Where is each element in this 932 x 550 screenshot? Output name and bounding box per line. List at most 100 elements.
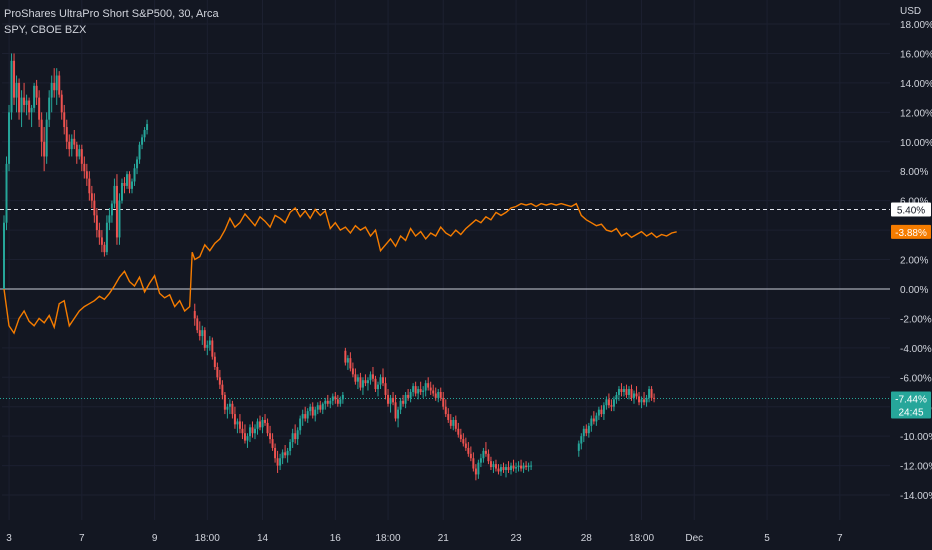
candle-body [346,358,349,363]
candle-body [83,163,86,172]
candle-body [341,394,344,400]
legend-compare-symbol[interactable]: SPY, CBOE BZX [4,24,87,36]
candle-body [502,467,505,471]
spy-line [3,202,677,335]
candle-body [75,144,78,157]
candle-body [459,434,462,440]
candle-body [309,406,312,412]
candle-body [50,82,53,98]
candle-body [653,397,656,399]
y-tick-label: -14.00% [900,491,932,502]
candle-body [442,397,445,407]
candle-body [216,366,219,378]
candle-body [444,406,447,415]
candle-body [196,318,199,331]
candle-body [597,409,600,416]
candle-body [590,418,593,426]
candle-body [412,386,415,392]
candle-body [28,100,31,113]
x-tick-label: 16 [330,533,342,544]
candle-body [25,100,28,105]
candle-body [321,403,324,410]
candle-body [78,149,81,157]
candle-body [319,405,322,410]
candle-body [238,421,241,429]
candle-body [331,396,334,401]
candle-body [203,330,206,348]
candle-body [256,421,259,429]
candle-body [236,421,239,425]
price-tags: 5.40% -3.88% -7.44% 24:45 [891,202,931,419]
candle-body [100,237,103,245]
candle-body [125,174,128,186]
candle-body [228,403,231,407]
candle-body [419,389,422,392]
candle-body [8,112,11,164]
candle-body [10,60,13,113]
candle-body [311,406,314,416]
candle-body [60,94,63,113]
candle-body [389,397,392,404]
candle-body [394,402,397,419]
candle-body [577,443,580,451]
candle-body [266,422,269,434]
x-tick-label: 7 [837,533,843,544]
chart-legend: ProShares UltraPro Short S&P500, 30, Arc… [4,6,219,38]
time-axis[interactable]: 3 7 9 18:00 14 16 18:00 21 23 28 18:00 Dec 5 7 [6,533,843,544]
candle-body [93,200,96,216]
candle-body [437,392,440,398]
candle-body [477,462,480,475]
candle-body [33,85,36,108]
candle-body [650,389,653,398]
candle-body [143,129,146,138]
candle-body [638,396,641,403]
candle-body [211,340,214,357]
candle-body [80,149,83,164]
candle-body [5,163,8,223]
candle-body [286,450,289,456]
candle-body [364,380,367,384]
y-tick-label: 8.00% [900,167,928,178]
candle-body [585,428,588,434]
x-tick-label: 28 [581,533,593,544]
candle-body [344,350,347,363]
candle-body [20,97,23,113]
candle-body [108,215,111,223]
candle-body [409,392,412,398]
candle-body [301,414,304,419]
candle-body [512,465,515,469]
candle-body [324,400,327,404]
candle-body [73,138,76,145]
candle-body [499,467,502,472]
candle-body [399,400,402,410]
candle-body [3,222,5,289]
y-tick-label: 2.00% [900,256,928,267]
candle-body [103,244,106,253]
candles-series [3,53,656,481]
candle-body [314,409,317,416]
candle-body [23,97,26,105]
candle-body [120,182,123,201]
candle-body [123,182,126,186]
candle-body [417,389,420,394]
candle-body [640,399,643,403]
candle-body [243,433,246,441]
y-tick-label: -4.00% [900,344,932,355]
candle-body [387,394,390,404]
candle-body [58,75,61,95]
candle-body [141,137,144,145]
candle-body [128,174,131,189]
y-tick-label: -2.00% [900,314,932,325]
legend-main-symbol[interactable]: ProShares UltraPro Short S&P500, 30, Arc… [4,8,219,20]
candle-body [492,464,495,468]
candle-body [612,399,615,407]
candle-body [269,433,272,440]
candle-body [517,465,520,468]
currency-label: USD [900,6,921,17]
candle-body [643,399,646,403]
candle-body [329,400,332,404]
candle-body [254,428,256,434]
candle-body [494,464,497,469]
candle-body [45,119,48,157]
